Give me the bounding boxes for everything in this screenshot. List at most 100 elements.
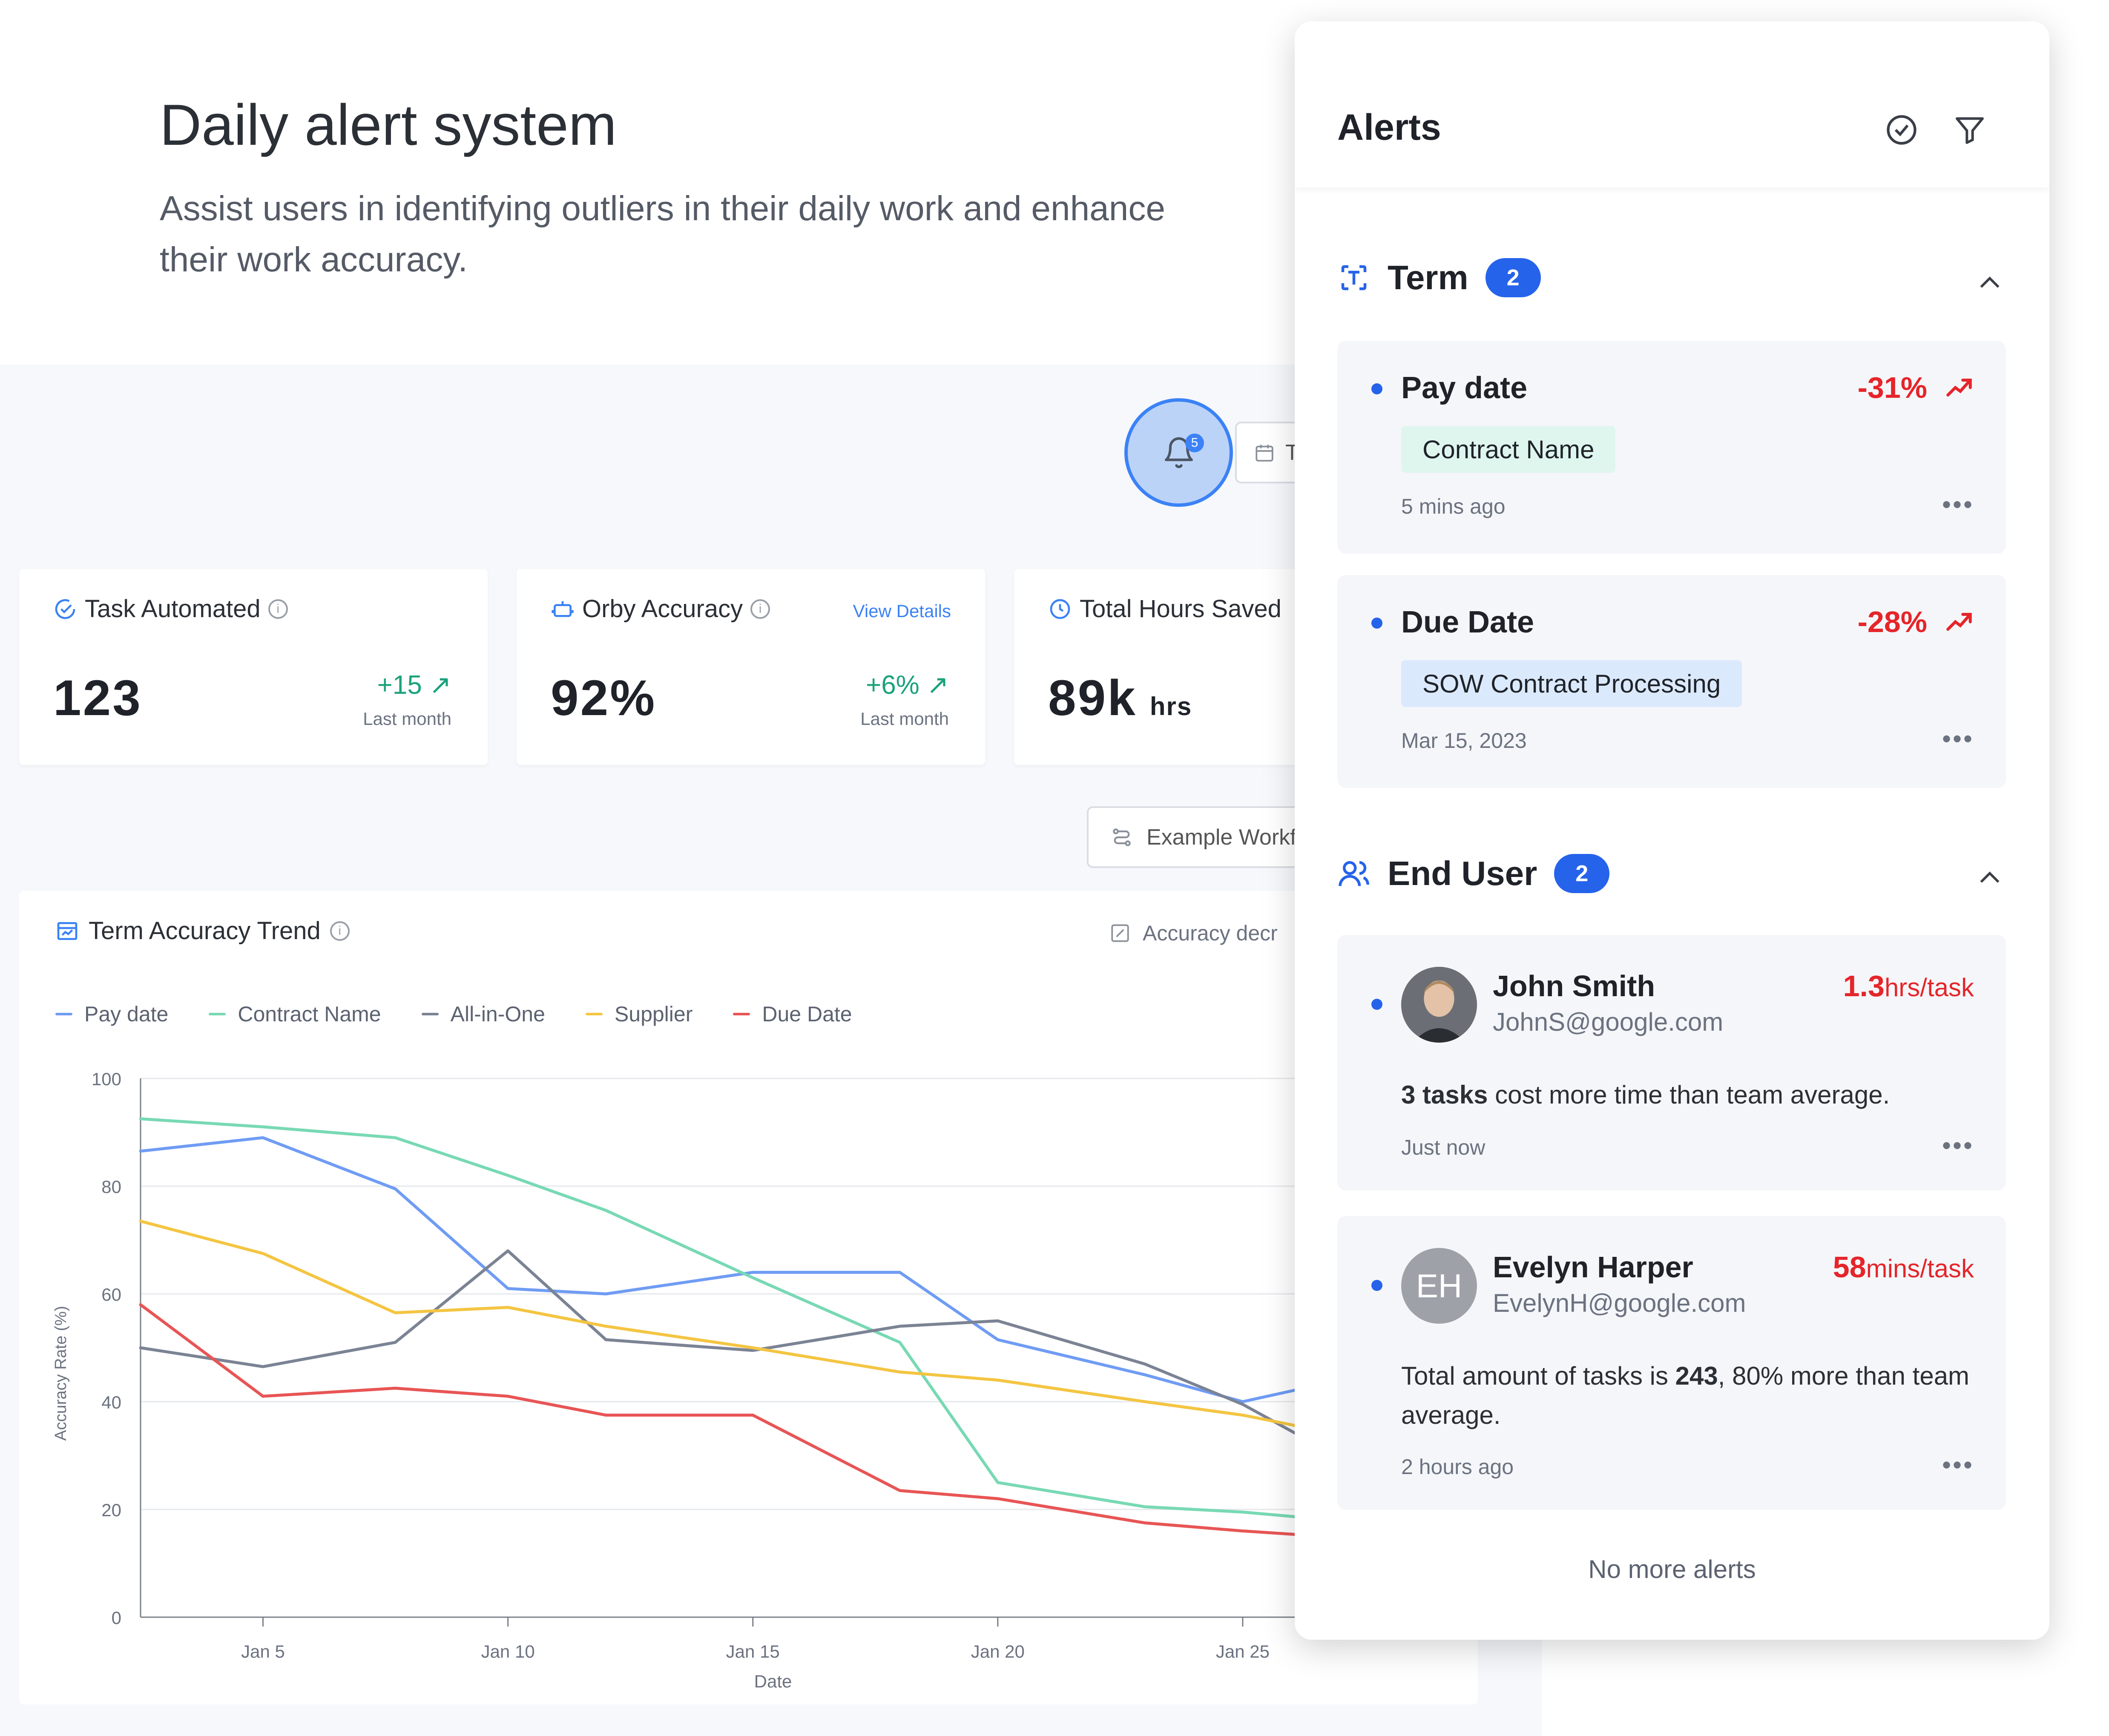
y-axis-label: Accuracy Rate (%)	[52, 1306, 70, 1441]
text-scan-icon	[1341, 265, 1367, 290]
alerts-panel: Alerts Term 2 Pay date -31% Contract Nam…	[1295, 21, 2049, 1640]
trend-up-icon: ↗	[927, 670, 949, 700]
filter-button[interactable]	[1951, 111, 1989, 149]
legend-label: Supplier	[614, 1002, 693, 1026]
alert-time: Just now	[1401, 1135, 1485, 1159]
legend-item[interactable]: All-in-One	[421, 1002, 545, 1026]
alert-description: Total amount of tasks is 243, 80% more t…	[1401, 1362, 1970, 1429]
alert-card-pay-date[interactable]: Pay date -31% Contract Name 5 mins ago •…	[1337, 341, 2006, 554]
y-tick-label: 100	[92, 1069, 121, 1089]
term-section-header[interactable]: Term 2	[1337, 258, 1541, 297]
x-axis-label: Date	[754, 1671, 792, 1691]
unread-dot	[1371, 618, 1382, 629]
kpi-delta-label: Last month	[860, 709, 949, 729]
kpi-title: Total Hours Saved	[1080, 595, 1281, 623]
kpi-value: 92%	[551, 670, 657, 726]
accuracy-filter-label: Accuracy decr	[1143, 921, 1278, 945]
robot-icon	[552, 601, 574, 617]
users-icon	[1339, 861, 1369, 886]
x-tick-label: Jan 25	[1216, 1641, 1270, 1661]
info-icon[interactable]: i	[330, 921, 350, 941]
info-icon[interactable]: i	[750, 599, 770, 619]
more-options-icon[interactable]: •••	[1942, 490, 1974, 519]
workflow-select[interactable]: Example Workf	[1087, 806, 1325, 868]
mark-all-read-button[interactable]	[1882, 111, 1921, 149]
user-email: JohnS@google.com	[1493, 1008, 1724, 1036]
chart-legend: Pay date Contract Name All-in-One Supplier D…	[55, 1002, 893, 1026]
avatar: EH	[1401, 1248, 1477, 1324]
end-user-section-label: End User	[1388, 854, 1537, 892]
kpi-value: 89k hrs	[1048, 670, 1192, 726]
trend-up-icon: ↗	[429, 670, 451, 700]
legend-label: All-in-One	[450, 1002, 545, 1026]
y-tick-label: 60	[101, 1285, 121, 1305]
legend-item[interactable]: Due Date	[733, 1002, 852, 1026]
alert-card-due-date[interactable]: Due Date -28% SOW Contract Processing Ma…	[1337, 575, 2006, 788]
legend-swatch	[55, 1013, 72, 1015]
unread-dot	[1371, 1280, 1382, 1291]
alert-change: -31%	[1858, 371, 1974, 405]
unread-dot	[1371, 383, 1382, 394]
series-line-due-date	[139, 1303, 1367, 1541]
more-options-icon[interactable]: •••	[1942, 1131, 1974, 1160]
chevron-up-icon[interactable]	[1975, 268, 2005, 298]
bell-icon	[1164, 437, 1193, 468]
info-icon[interactable]: i	[268, 599, 288, 619]
kpi-unit: hrs	[1149, 692, 1192, 721]
alert-card-john-smith[interactable]: John Smith JohnS@google.com 1.3hrs/task …	[1337, 935, 2006, 1190]
y-tick-label: 80	[101, 1177, 121, 1197]
y-tick-label: 0	[112, 1608, 121, 1628]
user-photo-icon	[1401, 967, 1477, 1043]
alerts-title: Alerts	[1337, 107, 1441, 148]
legend-label: Pay date	[84, 1002, 169, 1026]
alert-chip[interactable]: SOW Contract Processing	[1401, 660, 1742, 707]
user-name: Evelyn Harper	[1493, 1250, 1693, 1284]
x-tick-label: Jan 15	[726, 1641, 780, 1661]
alert-change: -28%	[1858, 605, 1974, 639]
view-details-link[interactable]: View Details	[853, 601, 951, 621]
legend-swatch	[209, 1013, 226, 1015]
series-line-supplier	[139, 1219, 1367, 1441]
kpi-delta-label: Last month	[363, 709, 451, 729]
legend-item[interactable]: Supplier	[585, 1002, 693, 1026]
term-section-label: Term	[1388, 259, 1468, 296]
avatar-initials: EH	[1416, 1267, 1463, 1305]
series-line-all-in-one	[139, 1249, 1367, 1473]
kpi-title: Orby Accuracy	[582, 595, 743, 623]
end-user-section-header[interactable]: End User 2	[1337, 854, 1610, 893]
calendar-icon	[1256, 444, 1273, 462]
legend-swatch	[421, 1013, 439, 1015]
alert-card-evelyn-harper[interactable]: EH Evelyn Harper EvelynH@google.com 58mi…	[1337, 1216, 2006, 1510]
kpi-value: 123	[53, 670, 142, 726]
check-circle-icon	[1887, 115, 1916, 145]
series-line-contract-name	[139, 1117, 1367, 1525]
workflow-icon	[1113, 828, 1131, 846]
alert-time: 5 mins ago	[1401, 494, 1506, 518]
user-name: John Smith	[1493, 969, 1655, 1003]
avatar	[1401, 967, 1477, 1043]
filter-icon	[1956, 117, 1984, 144]
more-options-icon[interactable]: •••	[1942, 1451, 1974, 1479]
chevron-up-icon[interactable]	[1975, 863, 2005, 893]
user-email: EvelynH@google.com	[1493, 1289, 1746, 1317]
alert-time: Mar 15, 2023	[1401, 729, 1527, 753]
x-tick-label: Jan 20	[971, 1641, 1025, 1661]
term-count-badge: 2	[1485, 258, 1541, 297]
accuracy-filter[interactable]: Accuracy decr	[1109, 921, 1278, 946]
term-accuracy-chart-card: 0 20 40 60 80 100 Jan 5 Jan 10 Jan 15 Jan 20 Jan 2…	[19, 891, 1478, 1704]
alert-chip[interactable]: Contract Name	[1401, 426, 1616, 473]
notification-button[interactable]: 5	[1124, 398, 1233, 507]
legend-item[interactable]: Pay date	[55, 1002, 168, 1026]
legend-item[interactable]: Contract Name	[209, 1002, 381, 1026]
x-tick-label: Jan 5	[241, 1641, 285, 1661]
more-options-icon[interactable]: •••	[1942, 724, 1974, 753]
kpi-card-orby-accuracy: Orby Accuracy i View Details 92% +6% ↗ L…	[517, 569, 985, 765]
workflow-label: Example Workf	[1146, 825, 1296, 850]
trend-down-icon	[1946, 379, 1972, 397]
user-rate: 1.3hrs/task	[1843, 969, 1974, 1003]
end-user-count-badge: 2	[1554, 854, 1610, 893]
alert-title: Due Date	[1401, 605, 1534, 639]
legend-swatch	[733, 1013, 750, 1015]
kpi-card-task-automated: Task Automated i 123 +15 ↗ Last month	[19, 569, 488, 765]
